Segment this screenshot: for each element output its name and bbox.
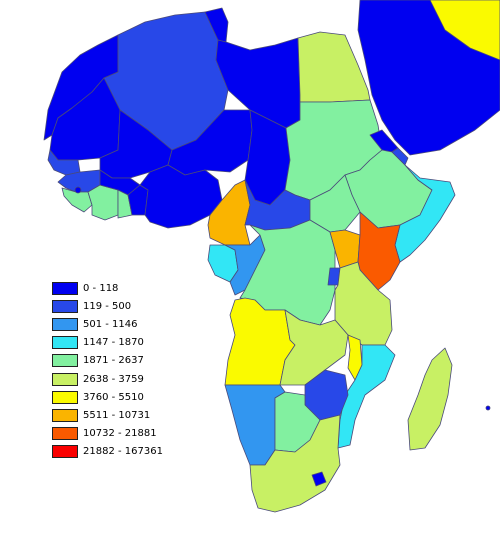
region-ghana <box>117 189 133 219</box>
legend-item: 0 - 118 <box>52 279 182 297</box>
region-island-2 <box>485 405 491 411</box>
legend-item: 1147 - 1870 <box>52 334 182 352</box>
legend-swatch <box>52 445 78 459</box>
region-egypt <box>297 31 371 103</box>
legend-swatch <box>52 408 78 422</box>
legend-label: 10732 - 21881 <box>83 428 157 440</box>
legend-label: 0 - 118 <box>83 282 119 294</box>
legend-label: 2638 - 3759 <box>83 373 144 385</box>
legend-item: 119 - 500 <box>52 297 182 315</box>
legend-item: 10732 - 21881 <box>52 425 182 443</box>
legend-item: 5511 - 10731 <box>52 406 182 424</box>
legend-label: 3760 - 5510 <box>83 391 144 403</box>
legend-label: 1871 - 2637 <box>83 355 144 367</box>
legend-label: 501 - 1146 <box>83 318 138 330</box>
legend-label: 1147 - 1870 <box>83 337 144 349</box>
region-tunisia <box>204 7 229 43</box>
legend-swatch <box>52 336 78 350</box>
region-somalia <box>394 164 456 263</box>
legend-label: 21882 - 167361 <box>83 446 163 458</box>
region-mozambique <box>337 344 396 449</box>
legend: 0 - 118 119 - 500 501 - 1146 1147 - 1870… <box>52 279 182 461</box>
legend-swatch <box>52 281 78 295</box>
legend-swatch <box>52 354 78 368</box>
region-djibouti <box>391 147 409 166</box>
region-south-africa <box>249 414 341 513</box>
legend-item: 21882 - 167361 <box>52 443 182 461</box>
region-kenya <box>357 211 401 291</box>
legend-label: 119 - 500 <box>83 300 132 312</box>
region-gulf-state <box>429 0 500 61</box>
legend-item: 3760 - 5510 <box>52 388 182 406</box>
legend-swatch <box>52 299 78 313</box>
legend-swatch <box>52 372 78 386</box>
region-madagascar <box>407 347 453 451</box>
legend-item: 1871 - 2637 <box>52 352 182 370</box>
legend-label: 5511 - 10731 <box>83 409 151 421</box>
region-cote-divoire <box>87 184 119 221</box>
region-island-1 <box>74 186 82 194</box>
region-lesotho <box>311 471 327 487</box>
legend-swatch <box>52 317 78 331</box>
legend-swatch <box>52 390 78 404</box>
legend-swatch <box>52 427 78 441</box>
legend-item: 501 - 1146 <box>52 315 182 333</box>
legend-item: 2638 - 3759 <box>52 370 182 388</box>
